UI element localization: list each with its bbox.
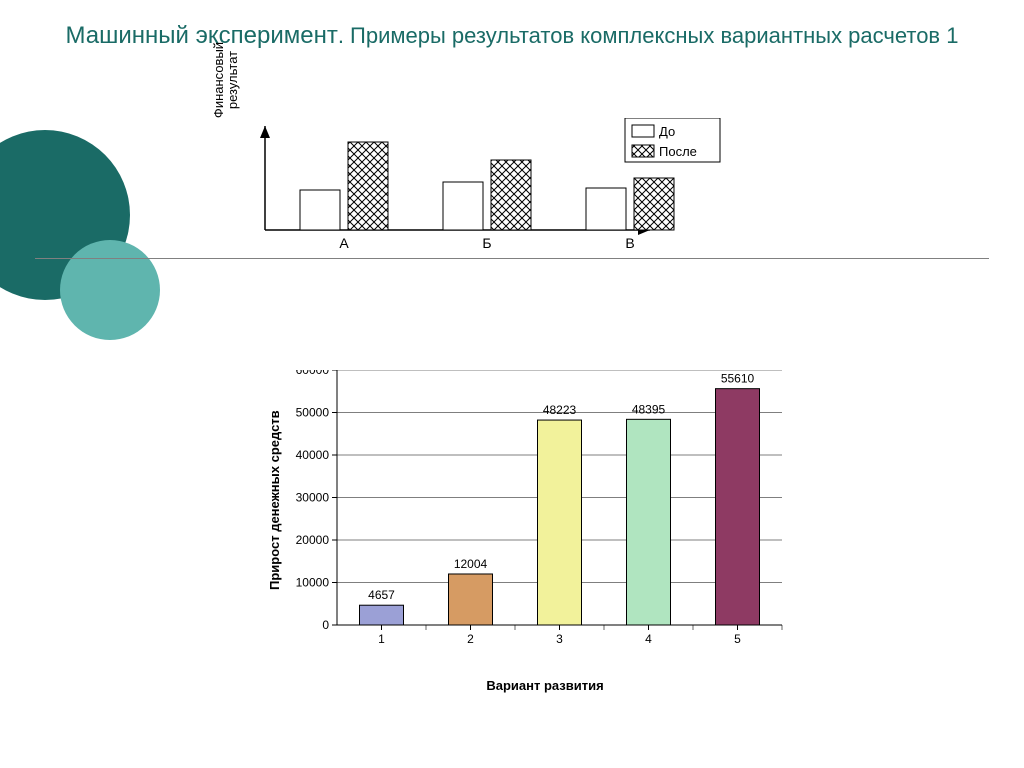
svg-text:4657: 4657 bbox=[368, 588, 395, 602]
top-chart-ylabel: Финансовый результат bbox=[212, 30, 241, 130]
svg-text:30000: 30000 bbox=[296, 491, 330, 505]
svg-text:20000: 20000 bbox=[296, 533, 330, 547]
slide-title: Машинный эксперимент. Примеры результато… bbox=[0, 20, 1024, 51]
top-chart-svg: А Б В До После bbox=[230, 118, 770, 253]
svg-text:40000: 40000 bbox=[296, 448, 330, 462]
svg-text:10000: 10000 bbox=[296, 576, 330, 590]
bottom-chart: Прирост денежных средств 010000200003000… bbox=[285, 370, 805, 690]
top-chart: Финансовый результат АБВДоПосле bbox=[230, 118, 770, 253]
svg-text:5: 5 bbox=[734, 632, 741, 646]
bottom-chart-ylabel: Прирост денежных средств bbox=[267, 410, 282, 590]
svg-text:4: 4 bbox=[645, 632, 652, 646]
svg-text:1: 1 bbox=[378, 632, 385, 646]
decor-circle-inner bbox=[60, 240, 160, 340]
svg-text:Б: Б bbox=[482, 235, 491, 251]
svg-text:3: 3 bbox=[556, 632, 563, 646]
svg-text:0: 0 bbox=[322, 618, 329, 632]
svg-text:12004: 12004 bbox=[454, 557, 488, 571]
svg-text:В: В bbox=[625, 235, 634, 251]
bottom-chart-svg: 0 10000 20000 30000 40000 50000 60000 4657 1 1200… bbox=[285, 370, 805, 670]
svg-text:До: До bbox=[659, 124, 675, 139]
svg-text:55610: 55610 bbox=[721, 372, 755, 386]
bottom-chart-xlabel: Вариант развития bbox=[285, 678, 805, 693]
svg-text:50000: 50000 bbox=[296, 406, 330, 420]
svg-text:2: 2 bbox=[467, 632, 474, 646]
svg-text:48223: 48223 bbox=[543, 403, 577, 417]
svg-text:60000: 60000 bbox=[296, 370, 330, 377]
svg-text:А: А bbox=[339, 235, 349, 251]
title-rest: . Примеры результатов комплексных вариан… bbox=[338, 23, 959, 48]
svg-text:После: После bbox=[659, 144, 697, 159]
title-main: Машинный эксперимент bbox=[66, 22, 338, 49]
divider-line bbox=[35, 258, 989, 259]
svg-text:48395: 48395 bbox=[632, 402, 666, 416]
